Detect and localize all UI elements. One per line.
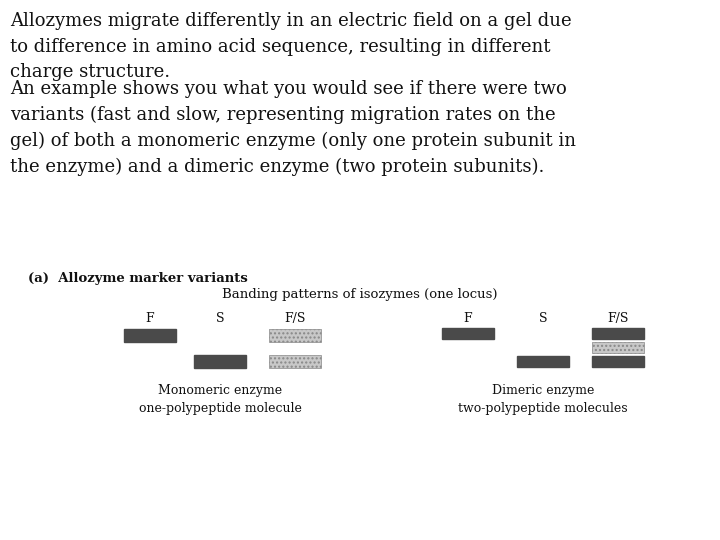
Bar — [124, 328, 176, 341]
Text: (a)  Allozyme marker variants: (a) Allozyme marker variants — [28, 272, 248, 285]
Bar — [269, 328, 321, 341]
Text: F: F — [464, 312, 472, 325]
Bar — [517, 355, 569, 367]
Text: F/S: F/S — [284, 312, 306, 325]
Bar — [442, 327, 494, 339]
Text: S: S — [216, 312, 224, 325]
Bar — [592, 355, 644, 367]
Text: F: F — [145, 312, 154, 325]
Bar — [269, 354, 321, 368]
Text: Dimeric enzyme
two-polypeptide molecules: Dimeric enzyme two-polypeptide molecules — [458, 384, 628, 415]
Text: Monomeric enzyme
one-polypeptide molecule: Monomeric enzyme one-polypeptide molecul… — [138, 384, 302, 415]
Text: S: S — [539, 312, 547, 325]
Text: F/S: F/S — [607, 312, 629, 325]
Text: An example shows you what you would see if there were two
variants (fast and slo: An example shows you what you would see … — [10, 80, 576, 176]
Text: Allozymes migrate differently in an electric field on a gel due
to difference in: Allozymes migrate differently in an elec… — [10, 12, 572, 82]
Bar — [592, 341, 644, 353]
Bar — [592, 327, 644, 339]
Bar — [194, 354, 246, 368]
Text: Banding patterns of isozymes (one locus): Banding patterns of isozymes (one locus) — [222, 288, 498, 301]
